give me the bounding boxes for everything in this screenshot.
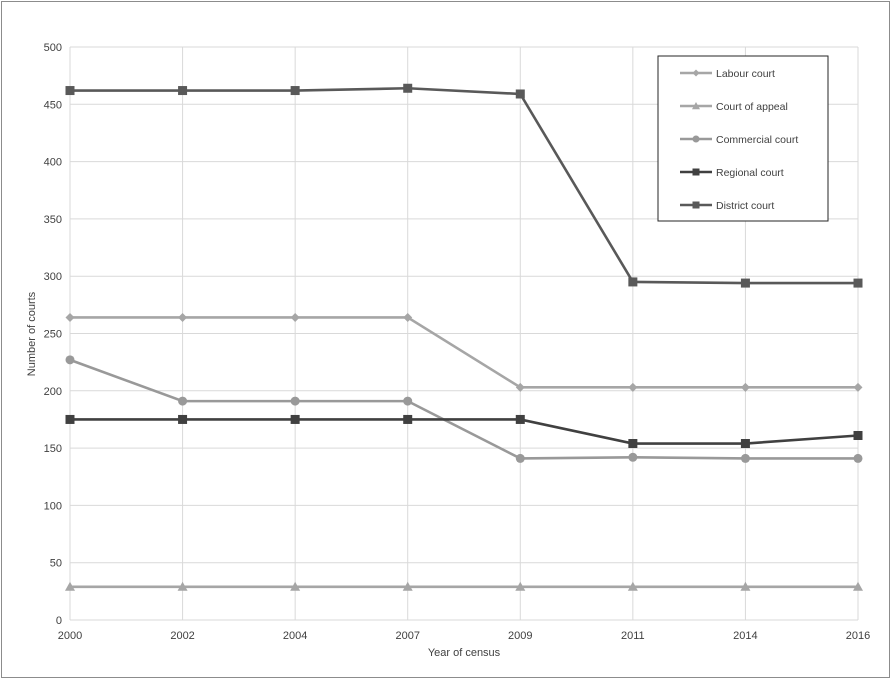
legend-label: Court of appeal [716, 101, 788, 113]
data-point [628, 277, 638, 287]
data-point [740, 581, 751, 591]
data-point [178, 86, 188, 96]
y-tick-labels: 0 50 100 150 200 250 300 350 400 450 500 [44, 42, 62, 627]
x-tick-label: 2016 [846, 630, 870, 642]
data-point [628, 439, 638, 449]
legend-label: Labour court [716, 68, 775, 80]
legend-item: Court of appeal [680, 101, 788, 113]
data-point [402, 581, 413, 591]
series-commercial-court [65, 355, 863, 463]
data-point [628, 452, 638, 462]
series-regional-court [65, 414, 863, 449]
y-tick-label: 500 [44, 42, 62, 54]
data-point [65, 581, 75, 591]
x-axis-label: Year of census [428, 647, 501, 659]
x-tick-label: 2011 [621, 630, 645, 642]
data-point [65, 355, 75, 365]
data-point [403, 312, 413, 322]
x-tick-label: 2009 [508, 630, 532, 642]
data-point [853, 430, 863, 440]
data-point [290, 86, 300, 96]
data-point [290, 312, 300, 322]
data-point [65, 86, 75, 96]
data-point [628, 382, 638, 392]
data-point [403, 414, 413, 424]
y-tick-label: 100 [44, 500, 62, 512]
data-point [853, 382, 863, 392]
legend-label: Regional court [716, 167, 784, 179]
data-point [692, 135, 700, 143]
series-line [69, 358, 858, 460]
data-point [65, 312, 75, 322]
data-point [178, 312, 188, 322]
y-tick-label: 350 [44, 214, 62, 226]
data-point [515, 581, 526, 591]
y-axis-label: Number of courts [26, 291, 38, 376]
data-point [515, 89, 525, 99]
data-point [515, 414, 525, 424]
x-tick-labels: 2000 2002 2004 2007 2009 2011 2014 2016 [58, 630, 870, 642]
data-point [178, 414, 188, 424]
legend-item: District court [680, 200, 774, 212]
x-tick-label: 2004 [283, 630, 307, 642]
y-tick-label: 300 [44, 271, 62, 283]
legend-label: Commercial court [716, 134, 798, 146]
y-tick-label: 150 [44, 443, 62, 455]
series-labour-court [65, 312, 863, 392]
gridlines [69, 46, 859, 621]
series-lines [65, 83, 863, 591]
data-point [178, 396, 188, 406]
data-point [403, 83, 413, 93]
series-court-of-appeal [65, 581, 863, 591]
legend: Labour court Court of appeal Commercial co… [657, 55, 829, 222]
data-point [290, 396, 300, 406]
series-line [70, 316, 858, 389]
data-point [515, 382, 525, 392]
data-point [692, 102, 700, 110]
y-tick-label: 450 [44, 99, 62, 111]
y-tick-label: 400 [44, 157, 62, 169]
legend-item: Commercial court [680, 134, 798, 146]
data-point [853, 278, 863, 288]
data-point [692, 168, 700, 176]
series-line [70, 86, 858, 285]
x-tick-label: 2002 [170, 630, 194, 642]
data-point [740, 453, 750, 463]
data-point [853, 453, 863, 463]
data-point [692, 69, 700, 77]
data-point [65, 414, 75, 424]
x-tick-label: 2014 [733, 630, 757, 642]
data-point [515, 453, 525, 463]
data-point [740, 382, 750, 392]
data-point [403, 396, 413, 406]
y-tick-label: 200 [44, 386, 62, 398]
legend-item: Labour court [680, 68, 775, 80]
y-tick-label: 250 [44, 329, 62, 341]
data-point [177, 581, 188, 591]
x-tick-label: 2007 [395, 630, 419, 642]
data-point [627, 581, 638, 591]
x-tick-label: 2000 [58, 630, 82, 642]
data-point [290, 414, 300, 424]
y-tick-label: 0 [56, 615, 62, 627]
data-point [290, 581, 301, 591]
data-point [740, 439, 750, 449]
series-district-court [65, 83, 863, 288]
data-point [692, 201, 700, 209]
data-point [853, 581, 863, 591]
legend-label: District court [716, 200, 774, 212]
y-tick-label: 50 [50, 558, 62, 570]
legend-item: Regional court [680, 167, 784, 179]
data-point [740, 278, 750, 288]
series-line [70, 418, 859, 445]
